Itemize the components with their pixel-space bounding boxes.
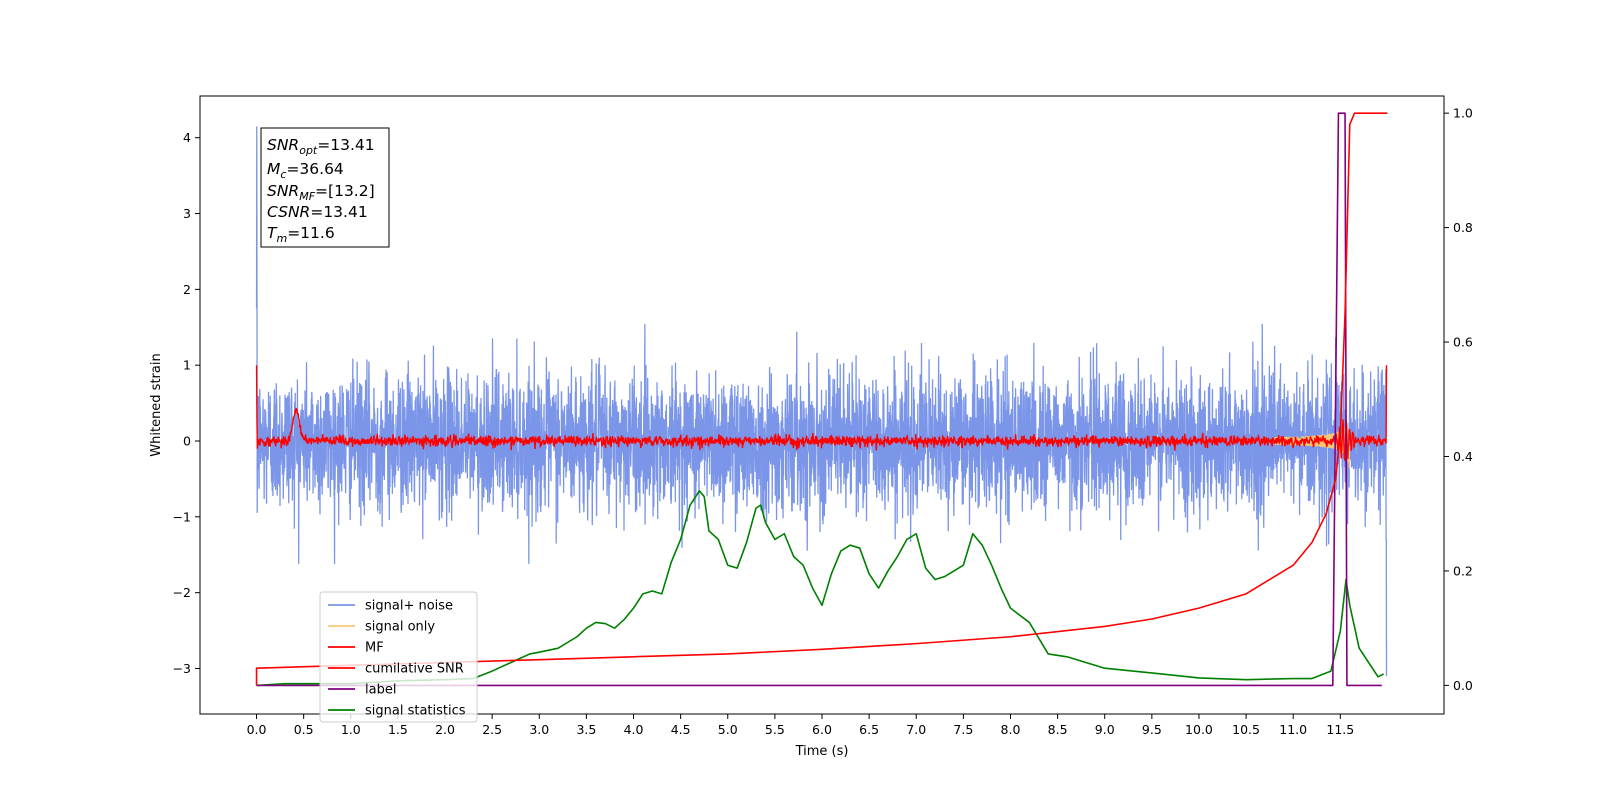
right-y-tick-label: 0.8 — [1453, 220, 1473, 235]
series-label — [256, 112, 1382, 687]
x-axis-ticks: 0.0 0.5 1.0 1.5 2.0 2.5 3.0 3.5 4.0 4.5 5.0 5.5 6.0 6… — [247, 714, 1354, 737]
x-tick-label: 6.0 — [812, 722, 832, 737]
x-tick-label: 4.5 — [671, 722, 691, 737]
annotation-line-csnr: CSNR=13.41 — [267, 203, 368, 221]
series-signal-noise — [255, 126, 1388, 677]
right-y-tick-label: 1.0 — [1453, 106, 1473, 121]
x-tick-label: 8.0 — [1001, 722, 1021, 737]
x-tick-label: 11.0 — [1279, 722, 1307, 737]
x-tick-label: 11.5 — [1326, 722, 1354, 737]
legend-label-signal-noise: signal+ noise — [365, 599, 453, 614]
left-y-tick-label: −2 — [173, 585, 191, 600]
x-tick-label: 4.0 — [624, 722, 644, 737]
series-cumilative-snr — [255, 112, 1388, 686]
series-mf — [255, 365, 1388, 461]
x-tick-label: 2.0 — [435, 722, 455, 737]
x-tick-label: 6.5 — [859, 722, 879, 737]
left-y-axis-ticks: −3 −2 −1 0 1 2 3 4 — [173, 130, 200, 676]
annotation-line-snr-mf: SNRMF=[13.2] — [267, 182, 375, 203]
right-y-tick-label: 0.6 — [1453, 335, 1473, 350]
left-y-tick-label: 0 — [183, 434, 191, 449]
right-y-axis-ticks: 0.0 0.2 0.4 0.6 0.8 1.0 — [1444, 106, 1473, 693]
right-y-tick-label: 0.2 — [1453, 563, 1473, 578]
annotation-box: SNRopt=13.41 Mc=36.64 SNRMF=[13.2] CSNR=… — [260, 127, 390, 248]
left-y-tick-label: 4 — [183, 130, 191, 145]
legend-label-signal-only: signal only — [365, 620, 435, 635]
left-y-tick-label: −3 — [173, 661, 191, 676]
series-signal-statistics — [256, 490, 1385, 687]
left-y-tick-label: −1 — [173, 509, 191, 524]
legend-label-cumilative-snr: cumilative SNR — [365, 662, 464, 677]
x-tick-label: 7.5 — [953, 722, 973, 737]
legend: signal+ noise signal only MF cumilative SNR… — [319, 591, 478, 723]
x-tick-label: 7.0 — [906, 722, 926, 737]
x-tick-label: 5.5 — [765, 722, 785, 737]
annotation-line-tm: Tm=11.6 — [267, 224, 335, 245]
left-y-axis-title: Whitened strain — [149, 353, 164, 456]
legend-label-label: label — [365, 683, 396, 698]
annotation-line-snr-opt: SNRopt=13.41 — [267, 136, 375, 157]
left-y-tick-label: 1 — [183, 358, 191, 373]
legend-label-signal-statistics: signal statistics — [365, 704, 466, 719]
left-y-tick-label: 3 — [183, 206, 191, 221]
x-tick-label: 1.0 — [341, 722, 361, 737]
x-tick-label: 8.5 — [1048, 722, 1068, 737]
x-tick-label: 1.5 — [388, 722, 408, 737]
x-tick-label: 10.5 — [1232, 722, 1260, 737]
left-y-tick-label: 2 — [183, 282, 191, 297]
x-tick-label: 2.5 — [482, 722, 502, 737]
series-layer — [255, 112, 1388, 687]
x-tick-label: 0.5 — [294, 722, 314, 737]
annotation-line-mc: Mc=36.64 — [267, 160, 344, 181]
x-tick-label: 3.5 — [576, 722, 596, 737]
x-tick-label: 10.0 — [1185, 722, 1213, 737]
x-tick-label: 9.5 — [1142, 722, 1162, 737]
x-axis-title: Time (s) — [795, 744, 849, 759]
right-y-tick-label: 0.0 — [1453, 678, 1473, 693]
right-y-tick-label: 0.4 — [1453, 449, 1473, 464]
x-tick-label: 3.0 — [529, 722, 549, 737]
x-tick-label: 0.0 — [247, 722, 267, 737]
x-tick-label: 9.0 — [1095, 722, 1115, 737]
x-tick-label: 5.0 — [718, 722, 738, 737]
legend-label-mf: MF — [365, 641, 384, 656]
